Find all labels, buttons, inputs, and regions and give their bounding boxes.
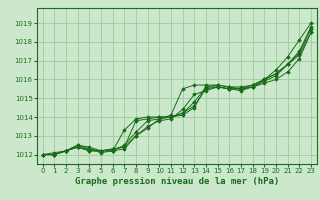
X-axis label: Graphe pression niveau de la mer (hPa): Graphe pression niveau de la mer (hPa) [75,177,279,186]
